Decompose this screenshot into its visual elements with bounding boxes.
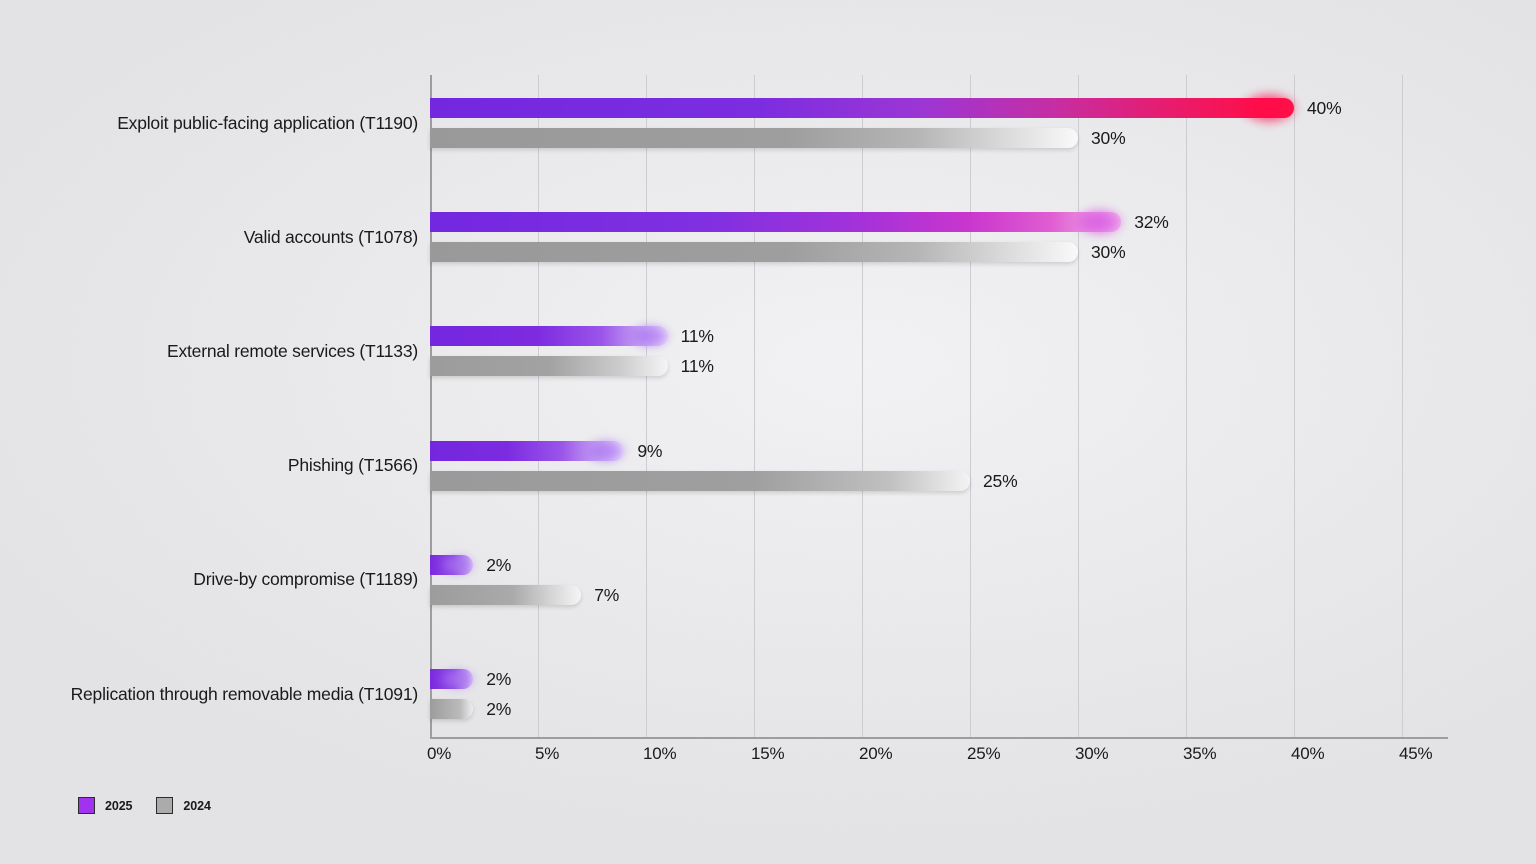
x-tick-label: 25% [967,744,1001,763]
plot-area: 0% 5% 10% 15% 20% 25% 30% 35% 40% 45% Exploit publ… [71,75,1448,763]
value-label-2025: 2% [486,554,512,575]
x-tick-label: 30% [1075,744,1109,763]
gridline [1186,75,1187,737]
bar-tip-glow [1064,201,1136,244]
value-label-2024: 30% [1091,242,1126,263]
value-label-2025: 40% [1307,98,1342,118]
gridline [1402,75,1403,737]
value-label-2024: 25% [983,470,1018,491]
legend-swatch-2025 [78,797,95,814]
value-label-2025: 11% [680,326,714,347]
gridline [538,75,539,737]
bar-tip-glow [1228,84,1310,132]
bar-2025 [430,84,1310,132]
chart-row: External remote services (T1133) 11% 11% [167,318,1448,377]
legend-item-2024: 2024 [156,797,211,814]
value-label-2024: 2% [486,699,512,719]
x-tick-label: 15% [751,744,785,763]
bar-2025 [430,318,680,355]
value-label-2024: 7% [594,584,620,605]
value-label-2025: 32% [1134,212,1169,233]
legend: 2025 2024 [78,797,211,814]
gridline [1078,75,1079,737]
chart-row: Drive-by compromise (T1189) 2% 7% [193,549,1448,605]
x-tick-label: 20% [859,744,893,763]
category-label: Replication through removable media (T10… [70,683,419,704]
bar-2025 [430,432,637,469]
category-label: Drive-by compromise (T1189) [193,569,418,590]
chart-row: Valid accounts (T1078) 32% 30% [244,201,1448,263]
x-axis-line [430,737,1448,739]
bar-2024 [430,699,474,719]
category-label: Exploit public-facing application (T1190… [117,112,418,133]
bar-2024 [430,128,1078,148]
chart-row: Replication through removable media (T10… [71,664,1448,719]
x-tick-label: 45% [1399,744,1433,763]
x-tick-label: 35% [1183,744,1217,763]
gridline [1294,75,1295,737]
gridline [862,75,863,737]
legend-label-2025: 2025 [105,798,133,813]
bar-2024 [430,584,582,605]
value-label-2024: 11% [680,356,714,377]
gridline [646,75,647,737]
bar-tip-glow [618,318,680,355]
bar-tip-glow [432,664,484,694]
bar-2024 [430,242,1078,263]
legend-swatch-2024 [156,797,174,814]
gridline [754,75,755,737]
bar-tip-glow [432,549,484,580]
x-tick-label: 0% [427,744,452,763]
gridline [970,75,971,737]
bar-tip-glow [575,432,637,469]
chart-row: Phishing (T1566) 9% 25% [288,432,1448,491]
bar-2025 [430,201,1136,244]
legend-item-2025: 2025 [78,797,133,814]
bar-2025 [430,664,484,694]
category-label: Phishing (T1566) [287,455,418,476]
x-tick-label: 5% [535,744,560,763]
x-tick-label: 40% [1291,744,1325,763]
bar-2025 [430,549,484,580]
legend-label-2024: 2024 [183,798,211,813]
value-label-2024: 30% [1091,128,1126,148]
category-label: External remote services (T1133) [166,340,418,361]
value-label-2025: 2% [486,669,512,689]
y-axis-line [430,75,432,739]
value-label-2025: 9% [637,440,663,461]
chart-row: Exploit public-facing application (T1190… [117,84,1448,148]
x-tick-label: 10% [643,744,677,763]
category-label: Valid accounts (T1078) [243,226,418,247]
bar-2024 [430,356,668,377]
bar-2024 [430,470,970,491]
